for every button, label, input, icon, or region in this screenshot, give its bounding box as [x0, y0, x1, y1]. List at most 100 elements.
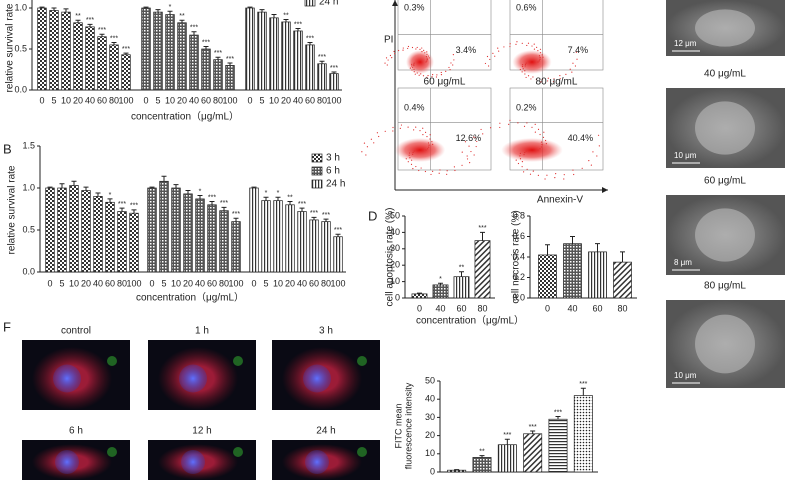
error-bar — [83, 186, 89, 191]
event-dot — [499, 126, 501, 129]
event-dot — [413, 68, 415, 70]
event-dot — [476, 140, 478, 143]
event-dot — [384, 130, 386, 132]
bar — [447, 469, 467, 473]
event-dot — [428, 144, 430, 146]
y-tick-label: 0 — [430, 466, 435, 476]
bar — [563, 243, 582, 299]
significance-label: *** — [226, 56, 234, 63]
event-dot — [519, 158, 522, 160]
error-bar — [131, 209, 137, 214]
event-dot — [538, 55, 541, 57]
error-bar — [95, 192, 101, 197]
event-dot — [418, 74, 420, 76]
event-dot — [426, 51, 428, 53]
event-dot — [391, 57, 393, 59]
error-bar — [99, 33, 105, 37]
error-bar — [479, 455, 485, 458]
error-bar — [87, 23, 93, 27]
error-bar — [59, 183, 65, 188]
x-axis-label: Annexin-V — [537, 195, 583, 206]
event-dot — [432, 143, 434, 145]
significance-label: ** — [179, 13, 185, 20]
x-tick-label: 0 — [143, 95, 148, 105]
event-dot — [521, 42, 523, 44]
event-dot — [421, 50, 423, 53]
event-dot — [539, 148, 541, 150]
cell-population — [406, 50, 434, 74]
event-dot — [435, 76, 438, 78]
error-bar — [319, 60, 325, 64]
event-dot — [411, 65, 413, 67]
legend-swatch — [304, 0, 316, 7]
event-dot — [509, 45, 511, 48]
x-tick-label: 5 — [155, 95, 160, 105]
y-axis-label: FITC mean — [393, 403, 403, 448]
error-bar — [331, 71, 337, 74]
event-dot — [487, 65, 490, 67]
event-dot — [409, 157, 411, 159]
event-dot — [454, 169, 456, 172]
event-dot — [432, 170, 434, 172]
event-dot — [436, 74, 438, 76]
x-tick-label: 5 — [259, 95, 264, 105]
arrow-head — [602, 187, 608, 193]
image-label: 1 h — [195, 326, 209, 337]
event-dot — [405, 158, 407, 160]
y-axis-label: cell apoptosis rate (%) — [385, 208, 396, 307]
error-bar — [149, 186, 155, 188]
bar — [321, 221, 331, 273]
error-bar — [454, 469, 460, 471]
event-dot — [412, 153, 414, 155]
event-dot — [537, 149, 539, 151]
scale-bar-label: 8 μm — [674, 258, 692, 267]
event-dot — [427, 55, 430, 57]
significance-label: *** — [298, 201, 306, 208]
x-tick-label: 60 — [207, 278, 217, 288]
significance-label: *** — [214, 50, 222, 57]
quadrant-percent: 12.6% — [456, 133, 482, 143]
event-dot — [427, 74, 429, 77]
event-dot — [538, 60, 540, 62]
event-dot — [526, 122, 528, 124]
event-dot — [524, 65, 526, 67]
significance-label: *** — [86, 17, 94, 24]
x-tick-label: 40 — [567, 303, 577, 313]
event-dot — [466, 155, 468, 157]
event-dot — [522, 68, 524, 70]
event-dot — [537, 128, 540, 130]
scale-bar-label: 10 μm — [674, 371, 697, 380]
bar — [225, 65, 235, 91]
x-tick-label: 80 — [109, 95, 119, 105]
x-axis-label: concentration（μg/mL） — [131, 111, 239, 123]
bar — [472, 457, 492, 473]
significance-label: *** — [330, 65, 338, 72]
event-dot — [430, 173, 432, 176]
event-dot — [494, 55, 496, 57]
event-dot — [426, 76, 428, 78]
event-dot — [521, 64, 524, 66]
error-bar — [311, 216, 317, 220]
bar — [245, 7, 255, 91]
error-bar — [209, 200, 215, 205]
significance-label: ** — [287, 194, 293, 201]
x-tick-label: 80 — [117, 278, 127, 288]
event-dot — [373, 142, 375, 144]
event-dot — [537, 50, 539, 52]
event-dot — [555, 173, 557, 175]
error-bar — [247, 6, 253, 8]
event-dot — [420, 167, 422, 169]
significance-label: ** — [459, 265, 465, 272]
quadrant-percent: 0.3% — [404, 2, 425, 12]
event-dot — [407, 47, 409, 50]
quadrant-percent: 40.4% — [568, 133, 594, 143]
event-dot — [525, 62, 527, 64]
error-bar — [480, 231, 485, 241]
event-dot — [445, 70, 447, 72]
error-bar — [123, 52, 129, 55]
bar — [177, 22, 187, 91]
event-dot — [385, 57, 388, 59]
error-bar — [227, 62, 233, 66]
x-tick-label: 10 — [269, 95, 279, 105]
